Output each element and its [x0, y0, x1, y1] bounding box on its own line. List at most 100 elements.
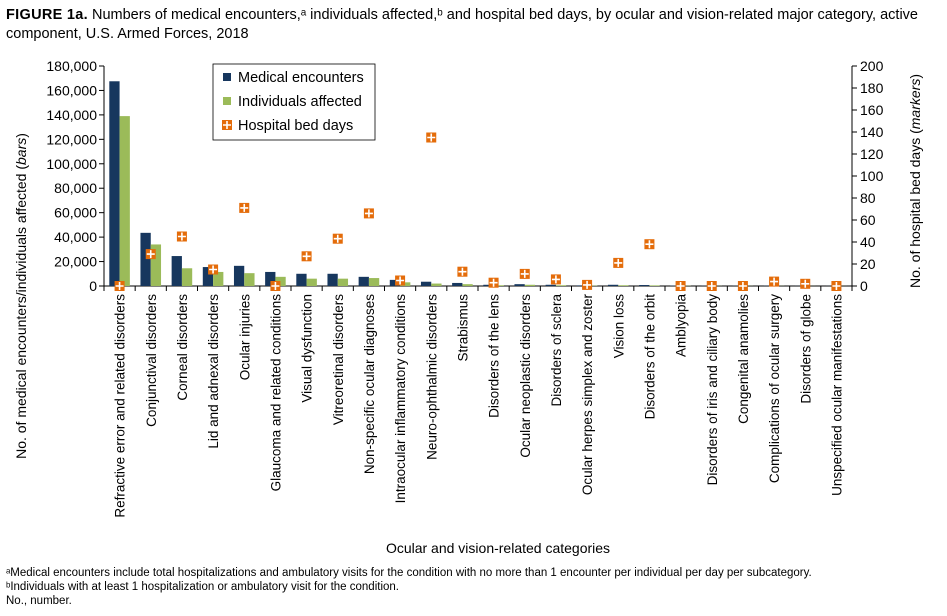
footnote: ᵇIndividuals with at least 1 hospitaliza… — [6, 581, 399, 593]
marker-cross — [302, 252, 311, 261]
bar — [514, 284, 525, 286]
legend-label: Medical encounters — [238, 70, 364, 86]
bar — [368, 278, 380, 286]
marker-cross — [396, 276, 405, 285]
legend-swatch — [223, 97, 231, 105]
marker-cross — [551, 275, 560, 284]
x-tick-label: Ocular neoplastic disorders — [518, 294, 533, 458]
bar — [607, 284, 619, 286]
figure-label: FIGURE 1a. — [6, 7, 88, 23]
y-tick-label: 140,000 — [46, 107, 97, 123]
legend-label: Hospital bed days — [238, 118, 353, 134]
marker-cross — [240, 203, 249, 212]
x-tick-label: Neuro-ophthalmic disorders — [424, 294, 439, 460]
title-text: Numbers of medical encounters,ᵃ individu… — [6, 7, 918, 42]
bar — [493, 285, 504, 286]
y-tick-label: 100,000 — [46, 156, 97, 172]
legend-cross — [223, 121, 231, 129]
x-tick-label: Ocular injuries — [237, 294, 252, 381]
marker-cross — [458, 267, 467, 276]
x-tick-label: Vitreoretinal disorders — [331, 294, 346, 425]
x-tick-label: Amblyopia — [674, 294, 689, 358]
chart: 0 20,000 40,000 60,000 80,000 100,000 120,000 1… — [13, 58, 923, 556]
y-tick-label: 20,000 — [54, 254, 97, 270]
marker-cross — [427, 133, 436, 142]
x-tick-label: Disorders of iris and ciliary body — [705, 294, 720, 486]
bar — [181, 268, 193, 286]
marker-cross — [489, 278, 498, 287]
bar — [275, 276, 286, 286]
bar — [545, 284, 556, 286]
bar — [555, 285, 567, 286]
bar — [483, 284, 494, 286]
x-tick-label: Complications of ocular surgery — [767, 294, 782, 483]
marker-cross — [770, 277, 779, 286]
bar — [649, 285, 660, 286]
x-tick-label: Conjunctival disorders — [144, 294, 159, 427]
bar — [327, 273, 338, 286]
x-tick-label: Visual dysfunction — [300, 294, 315, 403]
y-axis-title-part: ) — [13, 133, 29, 138]
y2-tick-label: 60 — [860, 212, 876, 228]
bar — [618, 285, 629, 286]
y2-tick-label: 160 — [860, 102, 884, 118]
footnotes: ᵃMedical encounters include total hospit… — [6, 566, 812, 608]
y-axis-title: No. of medical encounters/individuals af… — [13, 133, 29, 459]
y-tick-label: 120,000 — [46, 131, 97, 147]
marker-cross — [146, 250, 155, 259]
x-tick-label: Glaucoma and related conditions — [268, 294, 283, 492]
marker-cross — [177, 232, 186, 241]
bar — [265, 271, 276, 286]
bar — [337, 278, 349, 286]
x-axis-title: Ocular and vision-related categories — [386, 540, 610, 556]
bar — [576, 285, 588, 286]
marker-cross — [583, 280, 592, 289]
marker-cross — [364, 209, 373, 218]
legend-box — [212, 63, 376, 141]
marker-cross — [520, 269, 529, 278]
y2-tick-label: 100 — [860, 168, 884, 184]
bar — [119, 116, 130, 286]
x-tick-label: Non-specific ocular diagnoses — [362, 294, 377, 474]
marker-cross — [271, 282, 280, 290]
y2-tick-label: 20 — [860, 256, 876, 272]
y2-axis-title-part: No. of hospital bed days ( — [907, 129, 923, 288]
y2-tick-label: 140 — [860, 124, 884, 140]
marker-cross — [209, 265, 218, 274]
bar — [462, 284, 473, 286]
x-tick-label: Disorders of globe — [798, 294, 813, 404]
bar — [389, 279, 401, 286]
y2-tick-label: 120 — [860, 146, 884, 162]
marker-cross — [832, 282, 841, 290]
bar — [524, 284, 536, 286]
marker-cross — [333, 234, 342, 243]
bar — [358, 276, 369, 286]
y-tick-label: 80,000 — [54, 180, 97, 196]
x-tick-label: Congenital anamolies — [736, 294, 751, 424]
bar — [452, 282, 463, 286]
bar — [202, 267, 214, 286]
y-tick-label: 40,000 — [54, 229, 97, 245]
y-tick-label: 180,000 — [46, 58, 97, 74]
legend-label: Individuals affected — [238, 94, 362, 110]
marker-cross — [738, 282, 747, 290]
y2-tick-label: 40 — [860, 234, 876, 250]
legend-swatch — [223, 73, 231, 81]
bar — [109, 81, 120, 287]
x-tick-label: Disorders of the orbit — [642, 294, 657, 420]
marker-cross — [645, 240, 654, 249]
x-tick-label: Unspecified ocular manifestations — [829, 294, 844, 496]
footnote: ᵃMedical encounters include total hospit… — [6, 567, 812, 579]
y2-axis-title-part: ) — [907, 74, 923, 79]
bar — [244, 273, 255, 286]
x-tick-label: Corneal disorders — [175, 294, 190, 401]
x-tick-label: Intraocular inflammatory conditions — [393, 294, 408, 504]
y2-tick-label: 180 — [860, 80, 884, 96]
x-tick-label: Disorders of sclera — [549, 294, 564, 407]
bar — [233, 265, 245, 286]
y2-tick-label: 0 — [860, 278, 868, 294]
bar — [213, 271, 224, 286]
bar — [150, 244, 162, 286]
y-tick-label: 60,000 — [54, 205, 97, 221]
